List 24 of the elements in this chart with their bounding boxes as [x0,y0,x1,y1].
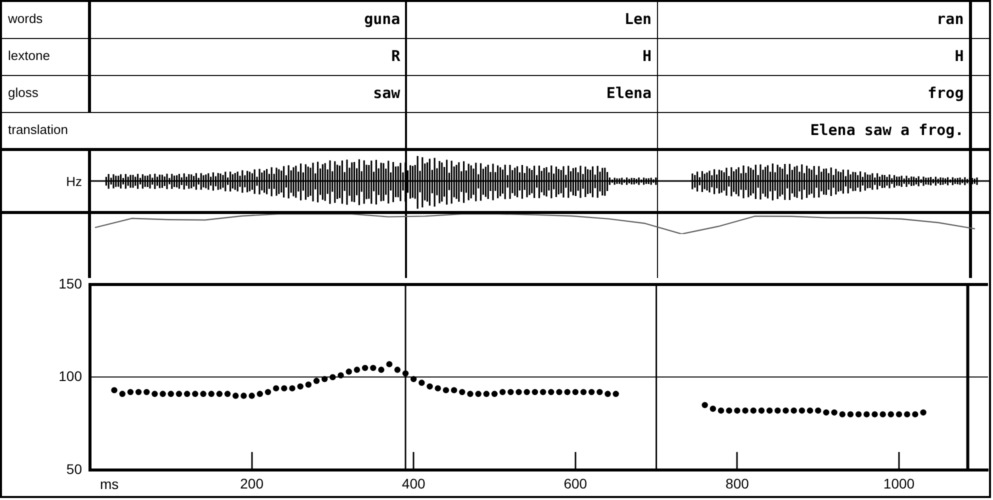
y-tick-label: 150 [58,275,82,292]
x-axis-title: ms [100,476,119,492]
text: ran [936,10,964,28]
x-tick-label: 400 [402,475,426,492]
y-tick-label: 50 [66,460,82,477]
y-axis-title: Hz [66,174,82,189]
category-label: gloss [8,85,38,100]
text: Elena saw a frog. [810,121,964,139]
y-tick-label: 100 [58,368,82,384]
text: R [391,47,400,65]
category-label: lextone [8,48,50,63]
text: H [642,47,652,65]
text: H [954,47,964,65]
text: Elena [606,84,652,102]
category-label: words [8,11,43,26]
text: Len [624,10,652,28]
x-tick-label: 1000 [883,475,915,492]
text: saw [373,84,400,102]
category-label: translation [8,122,68,137]
x-tick-label: 600 [564,475,588,492]
x-tick-label: 200 [240,475,264,492]
text: frog [928,84,964,102]
text: guna [364,10,400,28]
x-tick-label: 800 [726,475,750,492]
